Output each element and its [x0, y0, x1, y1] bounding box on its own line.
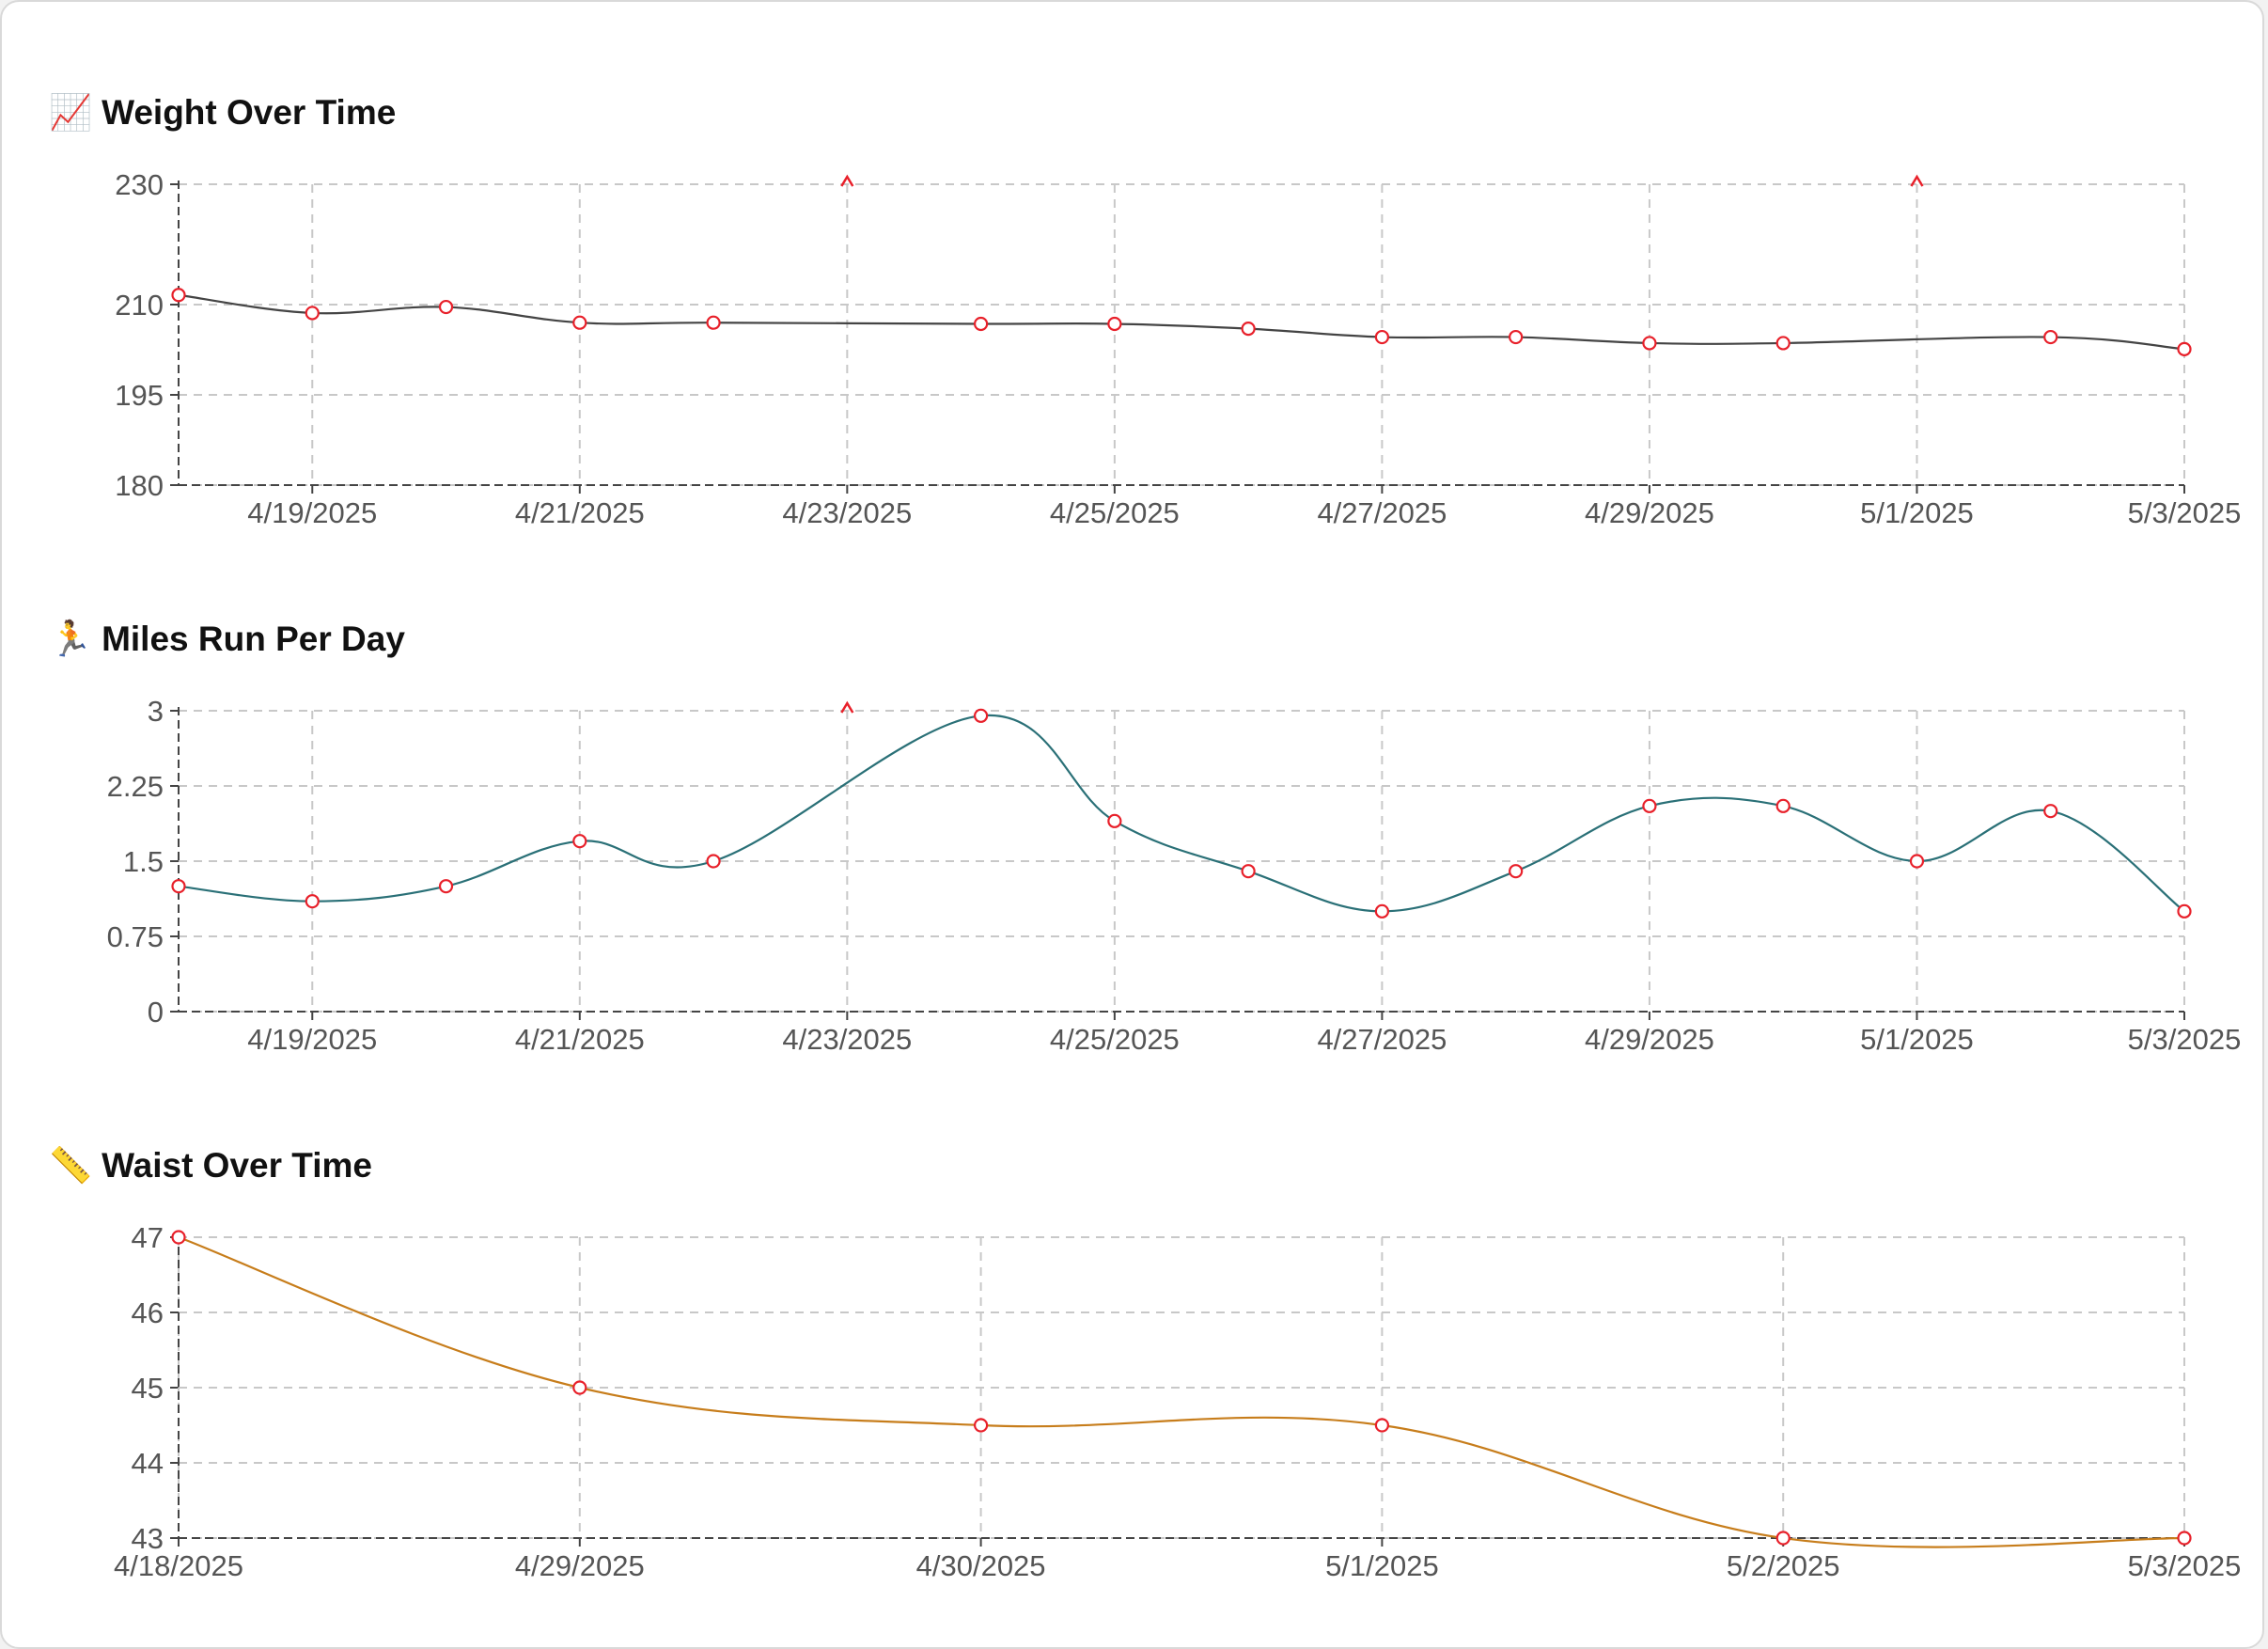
weight-data-point[interactable] — [1509, 329, 1524, 345]
waist-x-tick-label: 4/29/2025 — [515, 1549, 645, 1582]
miles-chart-title: 🏃 Miles Run Per Day — [49, 619, 405, 660]
weight-data-point[interactable] — [2043, 329, 2058, 345]
weight-y-tick-label: 180 — [115, 469, 164, 502]
weight-x-tick-label: 5/3/2025 — [2128, 496, 2242, 529]
miles-y-tick-label: 0 — [148, 996, 164, 1029]
weight-chart-title-text: Weight Over Time — [102, 93, 397, 132]
miles-data-point[interactable] — [973, 708, 989, 723]
miles-y-tick-label: 3 — [148, 695, 164, 728]
waist-y-tick-label: 45 — [132, 1372, 164, 1405]
weight-y-tick-label: 230 — [115, 168, 164, 201]
waist-data-point[interactable] — [171, 1230, 186, 1245]
waist-data-point[interactable] — [1374, 1418, 1390, 1433]
miles-data-point[interactable] — [438, 879, 454, 894]
waist-y-tick-label: 43 — [132, 1522, 164, 1555]
waist-over-time-chart: 43 44 45 46 47 4/18/2025 4/29/2025 4/30/2025 5/1… — [114, 1221, 2241, 1582]
miles-x-tick-label: 4/23/2025 — [782, 1023, 912, 1056]
weight-missing-point-marker — [840, 174, 854, 187]
weight-x-tick-label: 4/21/2025 — [515, 496, 645, 529]
weight-series-line — [178, 293, 2185, 351]
weight-y-tick-label: 195 — [115, 379, 164, 412]
miles-x-tick-label: 5/1/2025 — [1860, 1023, 1974, 1056]
weight-data-point[interactable] — [438, 299, 454, 315]
chart-increasing-icon: 📈 — [49, 92, 93, 133]
miles-data-point[interactable] — [305, 894, 320, 909]
weight-data-point[interactable] — [572, 315, 587, 330]
waist-grid: 43 44 45 46 47 4/18/2025 4/29/2025 4/30/2025 5/1… — [114, 1221, 2241, 1582]
miles-data-point[interactable] — [171, 879, 186, 894]
miles-data-point[interactable] — [2177, 903, 2192, 919]
miles-grid: 0 0.75 1.5 2.25 3 4/19/2025 4/21/2025 4/23/2025… — [107, 695, 2242, 1056]
weight-data-point[interactable] — [1642, 336, 1657, 351]
miles-data-point[interactable] — [1241, 864, 1256, 879]
waist-x-tick-label: 4/30/2025 — [916, 1549, 1046, 1582]
weight-grid: 180 195 210 230 4/19/2025 4/21/2025 4/23/2025 4… — [115, 168, 2241, 529]
weight-x-tick-label: 4/29/2025 — [1585, 496, 1714, 529]
waist-x-tick-label: 5/1/2025 — [1325, 1549, 1439, 1582]
weight-x-tick-label: 4/25/2025 — [1050, 496, 1180, 529]
waist-chart-title: 📏 Waist Over Time — [49, 1145, 372, 1186]
weight-missing-point-marker — [1910, 174, 1924, 187]
weight-data-point[interactable] — [1374, 329, 1390, 345]
miles-data-point[interactable] — [2043, 804, 2058, 819]
waist-x-tick-label: 5/2/2025 — [1727, 1549, 1840, 1582]
weight-data-point[interactable] — [305, 306, 320, 321]
weight-chart-title: 📈 Weight Over Time — [49, 92, 396, 133]
waist-x-tick-label: 5/3/2025 — [2128, 1549, 2242, 1582]
miles-y-tick-label: 2.25 — [107, 770, 164, 803]
waist-y-tick-label: 47 — [132, 1221, 164, 1254]
miles-data-point[interactable] — [1909, 854, 1925, 869]
waist-y-tick-label: 44 — [132, 1447, 164, 1480]
waist-data-point[interactable] — [572, 1380, 587, 1395]
miles-x-tick-label: 5/3/2025 — [2128, 1023, 2242, 1056]
miles-data-point[interactable] — [706, 854, 721, 869]
waist-chart-title-text: Waist Over Time — [102, 1146, 372, 1185]
miles-x-tick-label: 4/19/2025 — [247, 1023, 377, 1056]
miles-data-point[interactable] — [1509, 864, 1524, 879]
weight-y-tick-label: 210 — [115, 289, 164, 322]
weight-data-point[interactable] — [171, 288, 186, 303]
weight-data-point[interactable] — [2177, 341, 2192, 356]
waist-data-point[interactable] — [973, 1418, 989, 1433]
miles-data-point[interactable] — [572, 834, 587, 849]
miles-missing-point-marker — [840, 700, 854, 714]
weight-data-point[interactable] — [1241, 322, 1256, 337]
ruler-icon: 📏 — [49, 1145, 93, 1186]
waist-data-point[interactable] — [2177, 1531, 2192, 1546]
waist-data-point[interactable] — [1775, 1531, 1791, 1546]
miles-x-tick-label: 4/27/2025 — [1317, 1023, 1447, 1056]
weight-x-tick-label: 4/19/2025 — [247, 496, 377, 529]
miles-x-tick-label: 4/25/2025 — [1050, 1023, 1180, 1056]
miles-x-tick-label: 4/21/2025 — [515, 1023, 645, 1056]
waist-x-tick-label: 4/18/2025 — [114, 1549, 243, 1582]
waist-y-tick-label: 46 — [132, 1296, 164, 1329]
miles-series-line — [178, 714, 2185, 913]
miles-x-tick-label: 4/29/2025 — [1585, 1023, 1714, 1056]
miles-data-point[interactable] — [1642, 798, 1657, 813]
weight-data-point[interactable] — [1775, 336, 1791, 351]
miles-data-point[interactable] — [1107, 813, 1122, 828]
weight-x-tick-label: 4/27/2025 — [1317, 496, 1447, 529]
miles-data-point[interactable] — [1775, 798, 1791, 813]
weight-over-time-chart: 180 195 210 230 4/19/2025 4/21/2025 4/23/2025 4… — [115, 168, 2241, 529]
runner-icon: 🏃 — [49, 619, 93, 659]
weight-x-tick-label: 5/1/2025 — [1860, 496, 1974, 529]
weight-x-tick-label: 4/23/2025 — [782, 496, 912, 529]
miles-y-tick-label: 1.5 — [123, 845, 164, 878]
miles-y-tick-label: 0.75 — [107, 920, 164, 953]
miles-chart-title-text: Miles Run Per Day — [102, 620, 405, 658]
waist-series-line — [178, 1235, 2185, 1548]
weight-data-point[interactable] — [1107, 316, 1122, 332]
miles-run-per-day-chart: 0 0.75 1.5 2.25 3 4/19/2025 4/21/2025 4/23/2025… — [107, 695, 2242, 1056]
miles-data-point[interactable] — [1374, 903, 1390, 919]
weight-data-point[interactable] — [973, 316, 989, 332]
weight-data-point[interactable] — [706, 315, 721, 330]
